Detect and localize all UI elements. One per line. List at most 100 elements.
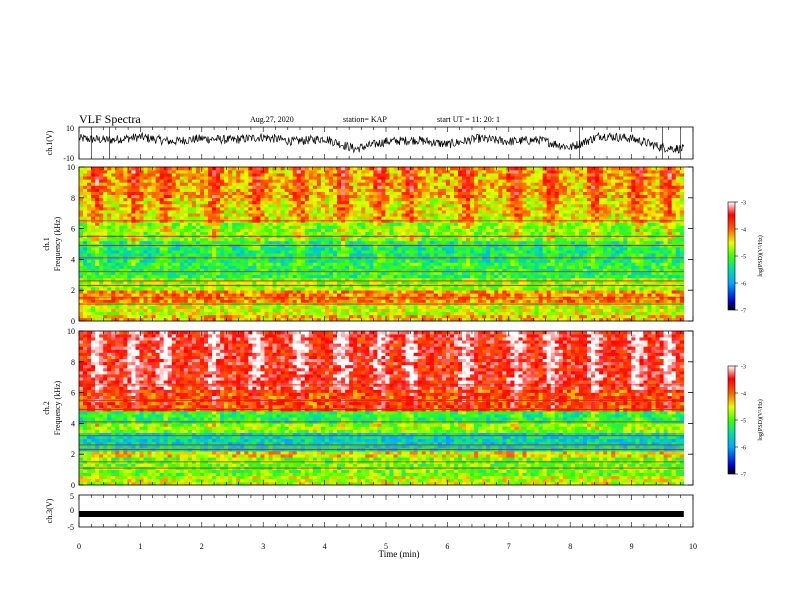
spectrogram-cell — [413, 216, 418, 220]
spectrogram-cell — [216, 259, 221, 263]
spectrogram-cell — [377, 197, 382, 202]
spectrogram-cell — [409, 299, 414, 303]
spectrogram-cell — [478, 237, 483, 242]
spectrogram-cell — [131, 237, 136, 242]
spectrogram-cell — [147, 290, 152, 294]
spectrogram-cell — [345, 247, 350, 251]
spectrogram-cell — [143, 265, 148, 269]
spectrogram-cell — [264, 188, 269, 192]
spectrogram-cell — [179, 188, 185, 192]
spectrogram-cell — [91, 299, 96, 303]
spectrogram-cell — [349, 216, 354, 220]
spectrogram-cell — [224, 203, 229, 208]
spectrogram-cell — [349, 179, 354, 183]
spectrogram-cell — [187, 268, 193, 273]
spectrogram-cell — [433, 247, 439, 251]
spectrogram-cell — [163, 265, 168, 269]
spectrogram-cell — [324, 293, 330, 297]
spectrogram-cell — [83, 237, 88, 242]
spectrogram-cell — [99, 182, 104, 186]
spectrogram-cell — [191, 317, 197, 322]
spectrogram-cell — [79, 250, 84, 254]
spectrogram-cell — [292, 250, 298, 254]
spectrogram-cell — [437, 213, 443, 217]
spectrogram-cell — [224, 280, 229, 285]
spectrogram-cell — [409, 293, 414, 297]
spectrogram-cell — [187, 200, 193, 205]
spectrogram-cell — [417, 203, 423, 208]
spectrogram-cell — [83, 210, 88, 214]
spectrogram-cell — [228, 271, 233, 276]
spectrogram-cell — [95, 207, 100, 211]
spectrogram-cell — [119, 314, 124, 319]
spectrogram-cell — [389, 197, 394, 202]
spectrogram-cell — [405, 268, 410, 273]
spectrogram-cell — [478, 253, 483, 257]
spectrogram-cell — [216, 290, 221, 294]
spectrogram-cell — [264, 231, 269, 236]
spectrogram-cell — [316, 225, 322, 229]
spectrogram-cell — [353, 277, 358, 282]
spectrogram-cell — [453, 194, 459, 199]
spectrogram-cell — [107, 287, 112, 291]
spectrogram-cell — [320, 213, 326, 217]
spectrogram-cell — [123, 216, 128, 220]
spectrogram-cell — [183, 225, 189, 229]
spectrogram-cell — [175, 194, 181, 199]
spectrogram-cell — [349, 274, 354, 279]
spectrogram-cell — [240, 317, 245, 322]
spectrogram-cell — [252, 280, 257, 285]
spectrogram-cell — [195, 314, 201, 319]
spectrogram-cell — [369, 197, 374, 202]
spectrogram-cell — [353, 191, 358, 196]
spectrogram-cell — [183, 167, 189, 171]
spectrogram-cell — [212, 308, 217, 313]
spectrogram-cell — [312, 185, 318, 189]
spectrogram-cell — [147, 200, 152, 205]
spectrogram-cell — [276, 216, 281, 220]
spectrogram-cell — [341, 210, 346, 214]
spectrogram-cell — [264, 247, 269, 251]
spectrogram-cell — [248, 317, 253, 322]
spectrogram-cell — [87, 179, 92, 183]
spectrogram-cell — [401, 259, 406, 263]
spectrogram-cell — [244, 225, 249, 229]
spectrogram-cell — [256, 185, 261, 189]
spectrogram-cell — [341, 274, 346, 279]
spectrogram-cell — [470, 299, 475, 303]
spectrogram-cell — [393, 179, 398, 183]
spectrogram-cell — [155, 170, 160, 174]
spectrogram-cell — [244, 271, 249, 276]
spectrogram-cell — [244, 290, 249, 294]
spectrogram-cell — [115, 167, 120, 171]
spectrogram-cell — [381, 274, 386, 279]
spectrogram-cell — [256, 222, 261, 226]
spectrogram-cell — [99, 317, 104, 322]
station-label: station= KAP — [343, 115, 387, 124]
spectrogram-cell — [292, 182, 298, 186]
spectrogram-cell — [405, 213, 410, 217]
spectrogram-cell — [441, 262, 447, 266]
spectrogram-cell — [167, 170, 173, 174]
spectrogram-cell — [236, 240, 241, 245]
spectrogram-cell — [377, 216, 382, 220]
spectrogram-cell — [183, 280, 189, 285]
spectrogram-cell — [163, 311, 168, 316]
spectrogram-cell — [147, 191, 152, 196]
spectrogram-cell — [212, 240, 217, 245]
spectrogram-cell — [220, 176, 225, 180]
spectrogram-cell — [264, 240, 269, 245]
spectrogram-cell — [268, 240, 273, 245]
spectrogram-cell — [79, 280, 84, 285]
spectrogram-cell — [228, 228, 233, 232]
spectrogram-cell — [474, 176, 479, 180]
spectrogram-cell — [83, 280, 88, 285]
spectrogram-cell — [466, 213, 471, 217]
spectrogram-cell — [292, 259, 298, 263]
spectrogram-cell — [216, 314, 221, 319]
spectrogram-cell — [240, 308, 245, 313]
spectrogram-cell — [409, 228, 414, 232]
spectrogram-cell — [83, 167, 88, 171]
spectrogram-cell — [256, 194, 261, 199]
spectrogram-cell — [151, 299, 156, 303]
